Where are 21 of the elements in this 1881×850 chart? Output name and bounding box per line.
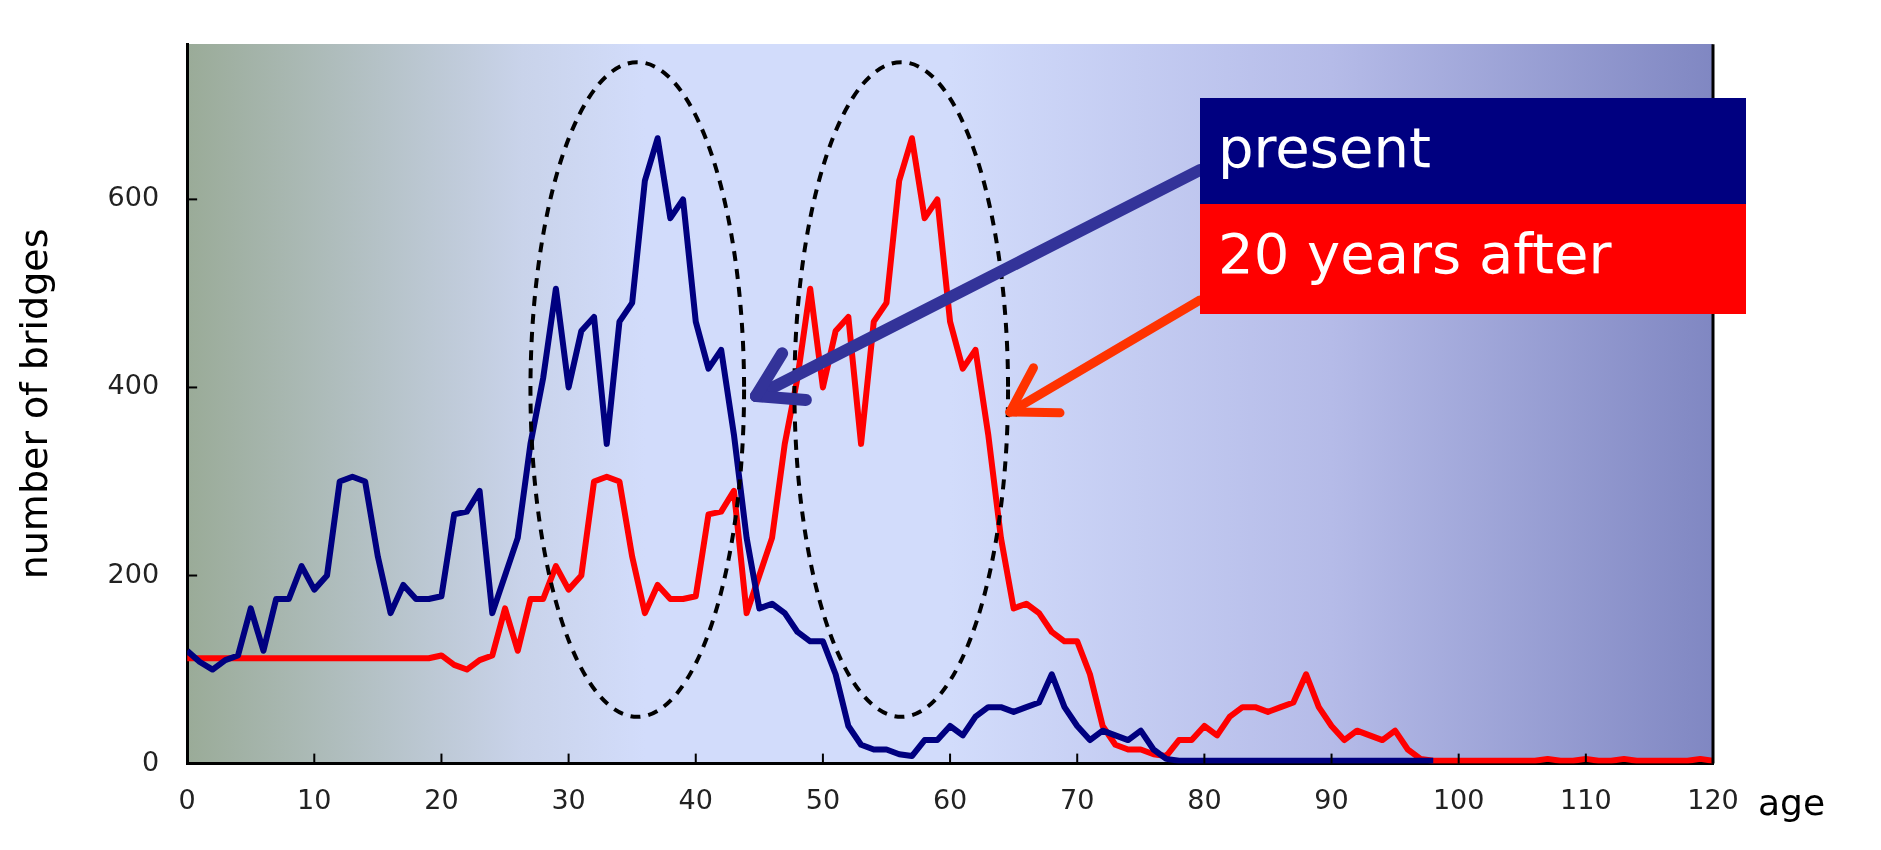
x-tick-label: 10 bbox=[297, 783, 332, 815]
x-tick-label: 60 bbox=[932, 783, 968, 815]
x-tick-label: 120 bbox=[1687, 783, 1739, 815]
x-axis-title: age bbox=[1758, 781, 1826, 823]
x-tick-label: 40 bbox=[678, 783, 713, 815]
x-tick-label: 0 bbox=[178, 783, 196, 815]
y-tick-label: 0 bbox=[141, 745, 160, 777]
y-tick-label: 400 bbox=[107, 369, 160, 401]
x-tick-label: 20 bbox=[424, 783, 459, 815]
text: present bbox=[1200, 98, 1746, 204]
x-tick-label: 30 bbox=[551, 783, 586, 815]
x-tick-label: 70 bbox=[1060, 783, 1095, 815]
x-tick-label: 50 bbox=[805, 783, 841, 815]
x-tick-label: 90 bbox=[1314, 783, 1349, 815]
x-tick-label: 100 bbox=[1432, 783, 1485, 815]
text: 20 years after bbox=[1200, 204, 1746, 314]
x-tick-label: 80 bbox=[1187, 783, 1222, 815]
y-tick-label: 600 bbox=[107, 181, 160, 213]
y-tick-label: 200 bbox=[107, 557, 160, 589]
x-tick-label: 110 bbox=[1560, 783, 1612, 815]
y-axis-title: number of bridges bbox=[11, 228, 56, 580]
